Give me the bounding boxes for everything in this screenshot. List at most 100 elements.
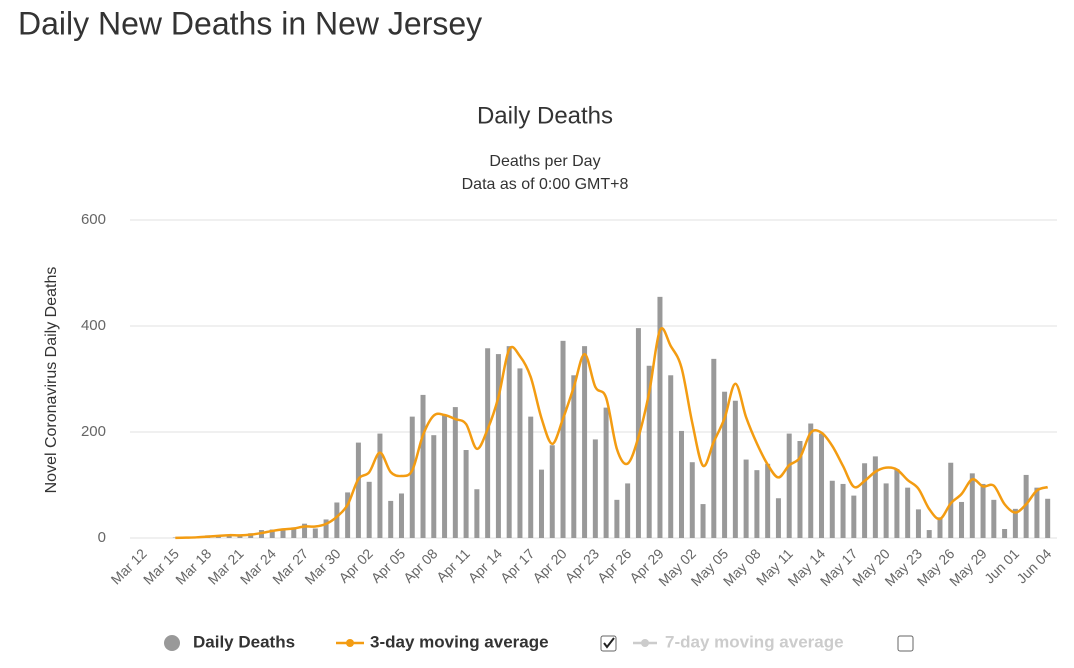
legend-label[interactable]: Daily Deaths xyxy=(193,632,295,651)
bar xyxy=(915,509,921,538)
page-title: Daily New Deaths in New Jersey xyxy=(18,5,482,41)
bar xyxy=(840,483,846,538)
legend-check xyxy=(603,637,615,649)
bar xyxy=(743,459,749,538)
bar xyxy=(625,483,631,538)
x-tick-label: Jun 01 xyxy=(981,545,1022,586)
legend-marker[interactable] xyxy=(641,639,649,647)
y-tick-label: 600 xyxy=(81,211,106,228)
bar xyxy=(582,346,588,538)
bar xyxy=(528,416,534,538)
bar xyxy=(603,407,609,538)
bar xyxy=(775,498,781,538)
bar xyxy=(1045,498,1051,538)
x-tick-label: Apr 17 xyxy=(497,545,538,586)
bar xyxy=(679,430,684,538)
bar xyxy=(819,433,825,538)
y-tick-label: 400 xyxy=(81,317,106,334)
bar xyxy=(592,439,598,538)
bar xyxy=(442,415,448,538)
bar xyxy=(312,528,318,538)
bar xyxy=(926,530,932,538)
bar xyxy=(808,423,814,538)
bar xyxy=(872,456,878,538)
x-tick-label: Jun 04 xyxy=(1013,545,1054,586)
bar xyxy=(302,523,308,538)
bar xyxy=(452,407,458,538)
bar xyxy=(323,519,329,538)
bar xyxy=(398,493,404,538)
bar xyxy=(269,529,275,538)
bar xyxy=(937,517,943,538)
bar xyxy=(829,480,835,538)
bar xyxy=(485,348,491,538)
x-tick-label: Apr 23 xyxy=(562,545,603,586)
bar xyxy=(797,441,803,538)
bar xyxy=(1002,528,1008,538)
bar xyxy=(355,442,361,538)
y-tick-label: 200 xyxy=(81,423,106,440)
y-axis-label: Novel Coronavirus Daily Deaths xyxy=(43,267,60,494)
bar xyxy=(420,394,426,538)
bar xyxy=(431,435,437,538)
bar xyxy=(463,450,469,538)
bar xyxy=(1034,487,1040,538)
bar xyxy=(280,528,286,538)
x-tick-label: Apr 26 xyxy=(594,545,635,586)
bar xyxy=(722,391,728,538)
bar xyxy=(668,375,674,538)
legend-checkbox[interactable] xyxy=(897,635,914,652)
x-tick-label: Apr 05 xyxy=(368,545,409,586)
bar xyxy=(506,346,512,538)
bar xyxy=(711,358,717,538)
legend-label[interactable]: 3-day moving average xyxy=(370,632,549,651)
bar xyxy=(614,499,620,538)
chart-title: Daily Deaths xyxy=(477,102,613,129)
bar xyxy=(689,462,695,538)
x-tick-label: Apr 14 xyxy=(465,545,506,586)
chart-subtitle: Deaths per Day xyxy=(489,153,600,170)
x-tick-label: Apr 08 xyxy=(400,545,441,586)
bar xyxy=(291,527,297,538)
bar xyxy=(657,296,663,538)
bar xyxy=(409,416,415,538)
bar xyxy=(474,489,480,538)
bar xyxy=(754,470,760,538)
x-tick-label: Apr 20 xyxy=(529,545,570,586)
bar xyxy=(560,340,566,538)
line xyxy=(175,327,1049,540)
bar xyxy=(991,499,997,538)
bar xyxy=(517,368,523,538)
bar xyxy=(786,433,792,538)
bar xyxy=(969,473,975,538)
bar xyxy=(851,495,857,538)
x-tick-label: Apr 11 xyxy=(433,545,473,585)
bar xyxy=(345,492,351,538)
bar xyxy=(388,500,394,538)
bar xyxy=(549,445,555,538)
bar xyxy=(377,433,383,538)
bar xyxy=(538,469,544,538)
legend-marker[interactable] xyxy=(346,639,354,647)
bar xyxy=(765,463,771,538)
bar xyxy=(732,400,738,538)
bar xyxy=(571,375,577,538)
bar xyxy=(366,481,372,538)
x-tick-label: Mar 30 xyxy=(301,545,343,587)
bar xyxy=(894,469,900,538)
bar xyxy=(1023,474,1029,538)
bar xyxy=(980,483,986,538)
legend-marker[interactable] xyxy=(164,635,180,651)
bar xyxy=(883,483,889,538)
bar xyxy=(959,501,965,538)
bar xyxy=(334,502,340,538)
bar xyxy=(1012,508,1018,538)
bar xyxy=(862,463,868,538)
bar xyxy=(495,354,501,538)
bar xyxy=(905,487,911,538)
legend-label[interactable]: 7-day moving average xyxy=(665,632,844,651)
bar xyxy=(237,535,243,538)
y-tick-label: 0 xyxy=(98,529,106,546)
bar xyxy=(646,365,652,538)
